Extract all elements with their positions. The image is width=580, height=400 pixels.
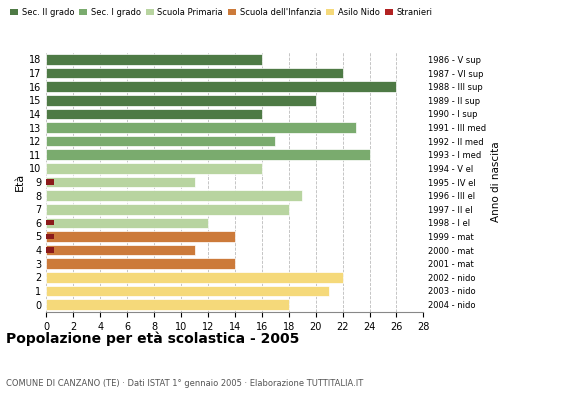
Bar (46, 272, 343, 282)
Bar (46, 248, 55, 253)
Y-axis label: Anno di nascita: Anno di nascita (491, 142, 501, 222)
Text: Popolazione per età scolastica - 2005: Popolazione per età scolastica - 2005 (6, 332, 299, 346)
Bar (46, 204, 289, 214)
Bar (46, 299, 289, 310)
Bar (46, 220, 55, 226)
Legend: Sec. II grado, Sec. I grado, Scuola Primaria, Scuola dell'Infanzia, Asilo Nido, : Sec. II grado, Sec. I grado, Scuola Prim… (10, 8, 432, 17)
Text: COMUNE DI CANZANO (TE) · Dati ISTAT 1° gennaio 2005 · Elaborazione TUTTITALIA.IT: COMUNE DI CANZANO (TE) · Dati ISTAT 1° g… (6, 379, 363, 388)
Bar (46, 190, 302, 201)
Bar (46, 179, 55, 185)
Bar (46, 150, 369, 160)
Bar (46, 245, 194, 255)
Bar (46, 286, 329, 296)
Bar (46, 54, 262, 65)
Bar (46, 95, 316, 106)
Bar (46, 231, 235, 242)
Bar (46, 109, 262, 119)
Bar (46, 82, 397, 92)
Bar (46, 218, 208, 228)
Bar (46, 122, 356, 133)
Bar (46, 234, 55, 239)
Bar (46, 177, 194, 187)
Bar (46, 68, 343, 78)
Bar (46, 163, 262, 174)
Y-axis label: Età: Età (15, 173, 25, 191)
Bar (46, 136, 275, 146)
Bar (46, 258, 235, 269)
